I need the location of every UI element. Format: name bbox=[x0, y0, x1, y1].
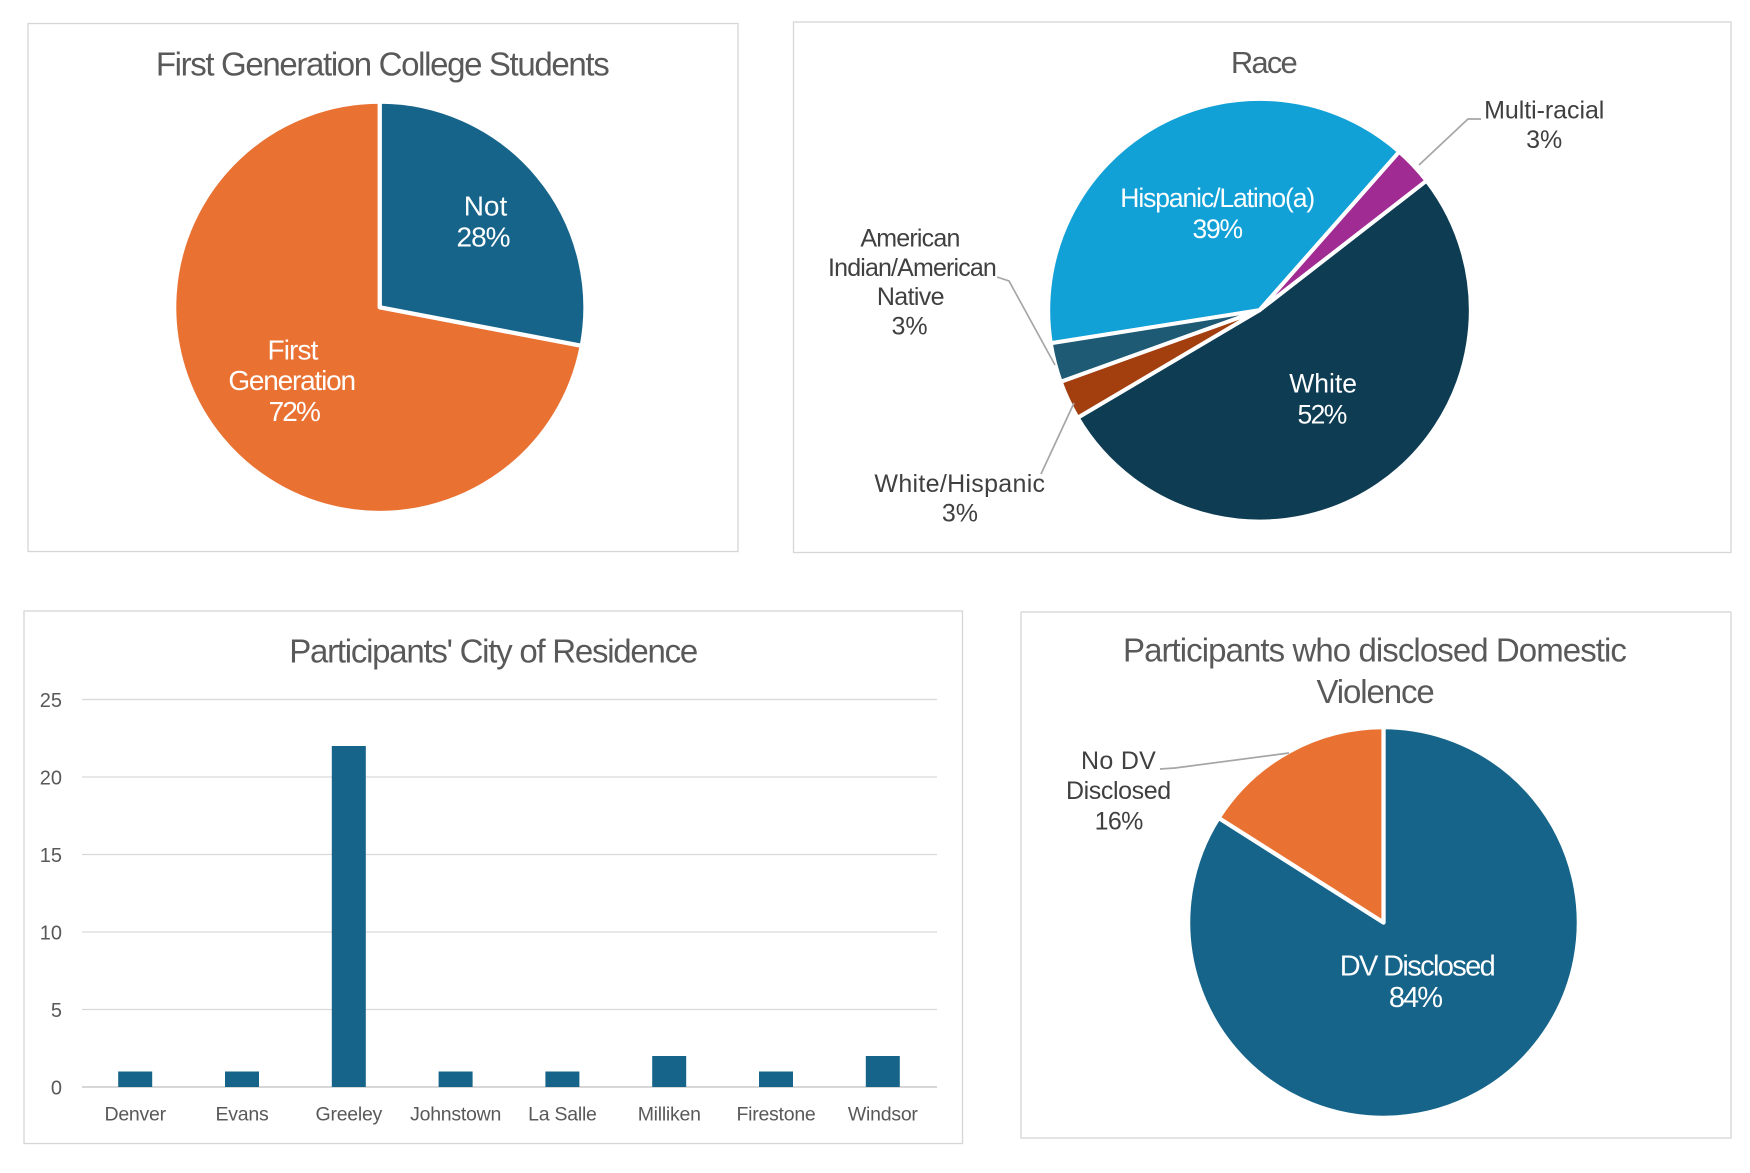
svg-text:Denver: Denver bbox=[105, 1103, 167, 1125]
svg-text:72%: 72% bbox=[269, 396, 320, 427]
svg-text:39%: 39% bbox=[1192, 214, 1242, 244]
svg-text:Native: Native bbox=[877, 283, 944, 311]
svg-text:First Generation College Stude: First Generation College Students bbox=[156, 46, 609, 83]
svg-text:84%: 84% bbox=[1389, 982, 1442, 1014]
svg-text:Firestone: Firestone bbox=[736, 1103, 815, 1125]
svg-text:0: 0 bbox=[51, 1077, 62, 1099]
svg-text:3%: 3% bbox=[1526, 126, 1562, 154]
svg-text:52%: 52% bbox=[1297, 400, 1346, 430]
svg-text:Race: Race bbox=[1231, 45, 1297, 80]
svg-text:La Salle: La Salle bbox=[528, 1103, 596, 1125]
svg-text:Johnstown: Johnstown bbox=[410, 1103, 501, 1125]
svg-text:3%: 3% bbox=[942, 500, 978, 528]
svg-text:Milliken: Milliken bbox=[638, 1103, 701, 1125]
svg-text:Greeley: Greeley bbox=[316, 1103, 383, 1125]
svg-text:Multi-racial: Multi-racial bbox=[1484, 97, 1604, 125]
svg-text:American: American bbox=[860, 225, 959, 253]
svg-text:Participants' City of Residenc: Participants' City of Residence bbox=[289, 632, 697, 669]
svg-text:No DV: No DV bbox=[1081, 747, 1156, 775]
svg-text:20: 20 bbox=[40, 767, 62, 789]
svg-text:3%: 3% bbox=[892, 312, 928, 340]
svg-text:28%: 28% bbox=[457, 222, 510, 253]
svg-text:First: First bbox=[268, 334, 319, 365]
svg-text:Hispanic/Latino(a): Hispanic/Latino(a) bbox=[1120, 183, 1314, 213]
svg-text:16%: 16% bbox=[1095, 808, 1144, 836]
svg-text:15: 15 bbox=[40, 845, 62, 867]
svg-text:Evans: Evans bbox=[216, 1103, 269, 1125]
svg-text:Windsor: Windsor bbox=[848, 1103, 919, 1125]
svg-text:White/Hispanic: White/Hispanic bbox=[874, 470, 1045, 498]
svg-text:Indian/American: Indian/American bbox=[828, 254, 996, 282]
svg-text:25: 25 bbox=[40, 690, 62, 712]
svg-text:5: 5 bbox=[51, 1000, 62, 1022]
svg-text:Participants who disclosed Dom: Participants who disclosed Domestic bbox=[1123, 632, 1626, 669]
svg-text:DV Disclosed: DV Disclosed bbox=[1340, 951, 1495, 983]
svg-text:Generation: Generation bbox=[228, 365, 355, 396]
svg-text:White: White bbox=[1289, 369, 1357, 399]
svg-text:10: 10 bbox=[40, 922, 62, 944]
svg-text:Not: Not bbox=[464, 190, 508, 221]
svg-text:Violence: Violence bbox=[1316, 673, 1433, 710]
svg-text:Disclosed: Disclosed bbox=[1066, 777, 1171, 805]
